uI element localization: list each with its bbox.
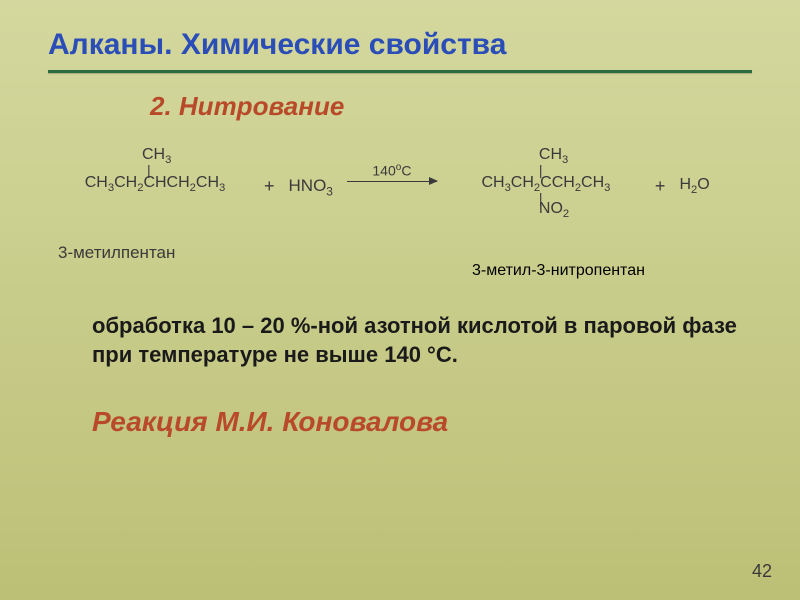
plus-1: + [250, 146, 289, 197]
reactant-1: CH3 | CH3CH2CHCH2CH3 [60, 146, 250, 194]
reaction-arrow: 140oC [333, 146, 451, 182]
reactant-1-bond: | [147, 166, 250, 174]
arrow-line-icon [347, 181, 437, 182]
page-number: 42 [752, 561, 772, 582]
reactant-1-label: 3-метилпентан [0, 221, 800, 263]
product-1-chain: CH3CH2CCH2CH3 [451, 174, 641, 194]
reaction-equation: CH3 | CH3CH2CHCH2CH3 + HNO3 140oC CH3 | … [0, 122, 800, 221]
description-text: обработка 10 – 20 %-ной азотной кислотой… [0, 263, 800, 370]
konovalov-reaction-label: Реакция М.И. Коновалова [0, 370, 800, 438]
reactant-1-chain: CH3CH2CHCH2CH3 [60, 174, 250, 194]
product-1-top: CH3 [539, 146, 641, 166]
arrow-condition: 140oC [347, 162, 437, 179]
product-1-bond-top: | [539, 166, 641, 174]
reactant-1-top: CH3 [142, 146, 250, 166]
reagent-hno3: HNO3 [289, 146, 333, 198]
plus-2: + [641, 146, 680, 197]
product-1: CH3 | CH3CH2CCH2CH3 | NO2 [451, 146, 641, 221]
section-subtitle: 2. Нитрование [0, 73, 800, 122]
product-h2o: H2O [679, 146, 709, 196]
product-1-bottom: NO2 [539, 200, 641, 220]
product-1-label: 3-метил-3-нитропентан [472, 262, 645, 280]
page-title: Алканы. Химические свойства [0, 0, 800, 70]
